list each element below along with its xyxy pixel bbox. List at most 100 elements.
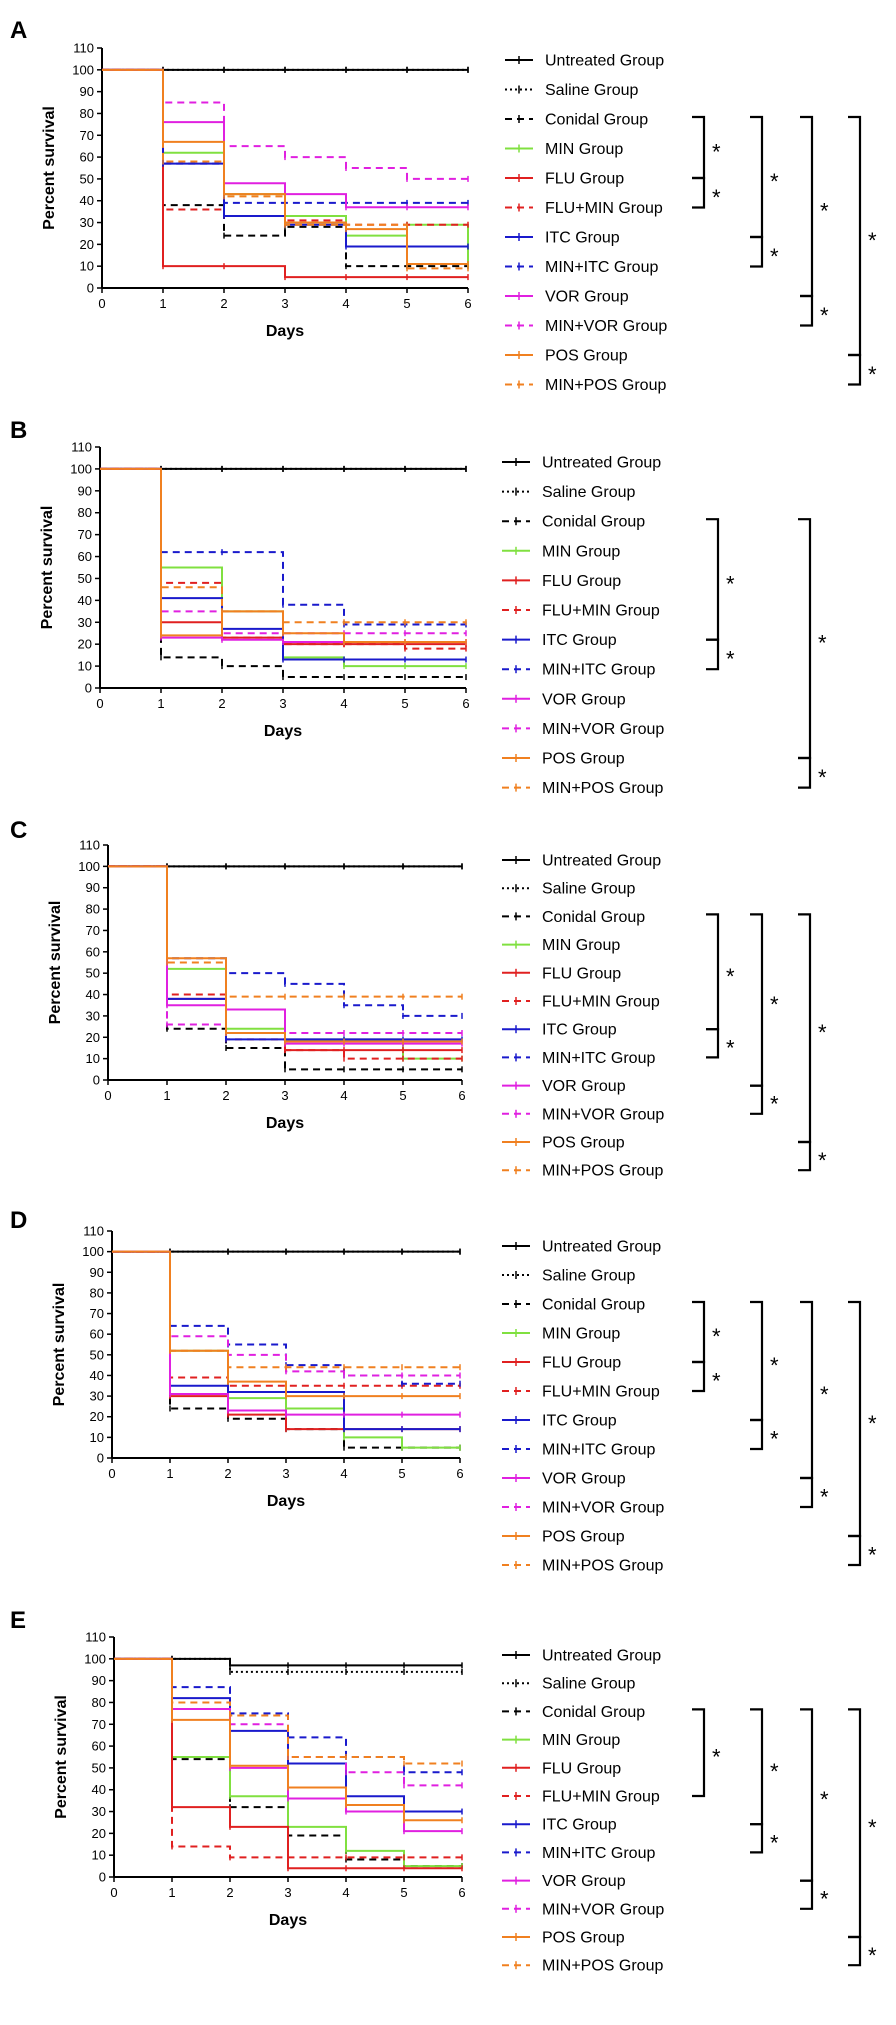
- series-group: [102, 66, 469, 281]
- legend: Untreated Group Saline Group Conidal Group…: [502, 853, 664, 1180]
- legend-label: FLU+MIN Group: [545, 200, 663, 217]
- sig-star: *: [868, 228, 877, 253]
- legend-label: MIN Group: [545, 141, 623, 158]
- x-tick-label: 1: [166, 1466, 173, 1481]
- y-axis-title: Percent survival: [39, 506, 56, 630]
- y-tick-label: 0: [97, 1451, 104, 1466]
- y-tick-label: 30: [92, 1804, 106, 1819]
- legend-label: MIN Group: [542, 1326, 620, 1343]
- sig-star: *: [820, 199, 829, 224]
- y-axis-title: Percent survival: [51, 1283, 68, 1407]
- sig-star: *: [820, 1787, 829, 1812]
- legend-label: Untreated Group: [545, 53, 664, 70]
- x-tick-label: 0: [98, 296, 105, 311]
- sig-star: *: [770, 1830, 779, 1855]
- sig-bracket: [750, 235, 764, 268]
- legend-label: FLU Group: [542, 573, 621, 590]
- sig-bracket: [800, 1476, 814, 1509]
- y-tick-label: 100: [78, 859, 100, 874]
- y-tick-label: 90: [86, 880, 100, 895]
- y-axis-title: Percent survival: [47, 901, 64, 1025]
- legend-label: Untreated Group: [542, 1648, 661, 1665]
- sig-bracket: [706, 1028, 720, 1059]
- y-tick-label: 80: [78, 505, 92, 520]
- legend: Untreated Group Saline Group Conidal Group…: [502, 1648, 664, 1975]
- x-tick-label: 2: [220, 296, 227, 311]
- x-tick-label: 6: [458, 1885, 465, 1900]
- series-group: [108, 863, 463, 1073]
- sig-star: *: [818, 765, 827, 790]
- y-tick-label: 70: [78, 527, 92, 542]
- x-tick-label: 5: [399, 1088, 406, 1103]
- legend-label: MIN+ITC Group: [545, 259, 658, 276]
- y-tick-label: 0: [87, 281, 94, 296]
- legend-label: FLU+MIN Group: [542, 1384, 660, 1401]
- y-tick-label: 20: [86, 1030, 100, 1045]
- legend-label: Conidal Group: [542, 909, 645, 926]
- sig-bracket: [750, 913, 764, 1087]
- sig-star: *: [868, 1815, 877, 1840]
- legend-label: MIN Group: [542, 543, 620, 560]
- significance-brackets: * * * * * * * *: [692, 115, 877, 387]
- y-tick-label: 110: [73, 41, 94, 56]
- y-tick-label: 10: [86, 1051, 100, 1066]
- y-tick-label: 30: [90, 1389, 104, 1404]
- legend-label: FLU+MIN Group: [542, 1789, 660, 1806]
- x-axis-title: Days: [267, 1493, 305, 1510]
- sig-bracket: [848, 1935, 862, 1967]
- sig-bracket: [848, 1708, 862, 1939]
- series-line: [108, 865, 462, 1017]
- y-tick-label: 0: [99, 1870, 106, 1885]
- x-tick-label: 5: [398, 1466, 405, 1481]
- y-tick-label: 40: [78, 593, 92, 608]
- x-tick-label: 4: [340, 1466, 347, 1481]
- series-line: [102, 68, 468, 270]
- x-tick-label: 6: [462, 696, 469, 711]
- sig-bracket: [750, 1823, 764, 1854]
- series-line: [100, 467, 466, 624]
- x-tick-label: 2: [218, 696, 225, 711]
- legend-label: MIN+VOR Group: [542, 1500, 664, 1517]
- sig-star: *: [712, 140, 721, 165]
- x-tick-label: 4: [340, 696, 347, 711]
- x-tick-label: 5: [403, 296, 410, 311]
- series-line: [108, 865, 462, 1071]
- y-tick-label: 70: [80, 128, 94, 143]
- x-tick-label: 4: [340, 1088, 347, 1103]
- series-line: [100, 467, 466, 626]
- legend-label: MIN Group: [542, 1732, 620, 1749]
- sig-star: *: [726, 964, 735, 989]
- x-tick-label: 6: [464, 296, 471, 311]
- y-tick-label: 60: [86, 944, 100, 959]
- legend-label: MIN+VOR Group: [542, 1106, 664, 1123]
- x-tick-label: 1: [168, 1885, 175, 1900]
- sig-star: *: [712, 185, 721, 210]
- legend-label: MIN+ITC Group: [542, 1442, 655, 1459]
- sig-bracket: [800, 1708, 814, 1882]
- sig-bracket: [706, 638, 720, 671]
- sig-star: *: [868, 1411, 877, 1436]
- y-tick-label: 50: [92, 1760, 106, 1775]
- significance-brackets: * * * *: [706, 518, 827, 790]
- sig-star: *: [726, 571, 735, 596]
- y-tick-label: 100: [72, 62, 94, 77]
- y-tick-label: 30: [78, 615, 92, 630]
- series-group: [100, 465, 467, 681]
- series-line: [100, 467, 466, 679]
- sig-star: *: [820, 303, 829, 328]
- legend-label: Conidal Group: [542, 514, 645, 531]
- sig-bracket: [798, 518, 812, 760]
- sig-bracket: [750, 1418, 764, 1451]
- y-tick-label: 60: [80, 150, 94, 165]
- sig-bracket: [750, 1708, 764, 1826]
- x-tick-label: 5: [400, 1885, 407, 1900]
- panel-letter: D: [10, 1207, 27, 1234]
- legend-label: MIN+POS Group: [542, 1558, 663, 1575]
- sig-star: *: [770, 244, 779, 269]
- y-tick-label: 80: [86, 902, 100, 917]
- y-tick-label: 20: [78, 637, 92, 652]
- sig-bracket: [800, 1879, 814, 1910]
- legend-label: MIN+VOR Group: [545, 318, 667, 335]
- legend-label: Saline Group: [542, 484, 635, 501]
- legend-label: MIN Group: [542, 937, 620, 954]
